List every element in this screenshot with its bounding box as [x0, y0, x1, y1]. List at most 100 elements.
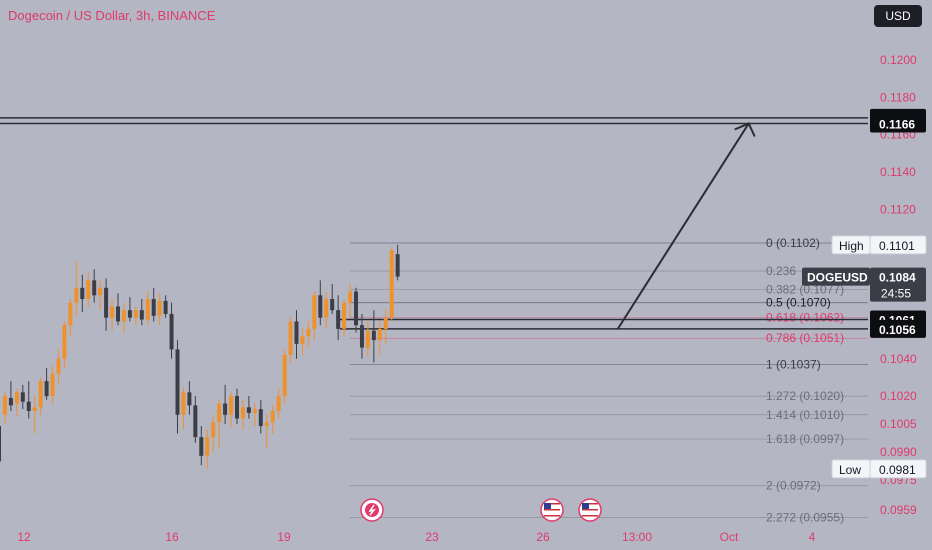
currency-button[interactable]: USD	[874, 5, 922, 27]
candle-body	[246, 407, 251, 413]
candle-body	[139, 310, 144, 320]
flag-stripe	[544, 503, 560, 505]
candle	[104, 278, 109, 331]
symbol-label: DOGEUSD	[807, 271, 868, 285]
time-axis-tick: 16	[165, 530, 179, 544]
price-label: DOGEUSD 0.1084 24:55	[802, 267, 926, 302]
fib-label: 0 (0.1102)	[766, 236, 820, 250]
fib-label: 1.272 (0.1020)	[766, 389, 844, 403]
price-axis-tick: 0.0959	[880, 503, 917, 517]
us-flag-icon[interactable]	[578, 498, 602, 522]
candle	[187, 381, 192, 415]
candle	[121, 302, 126, 333]
candle	[26, 381, 31, 419]
candle-body	[336, 310, 341, 329]
candle-body	[288, 321, 293, 356]
candle	[2, 392, 7, 425]
candle	[86, 272, 91, 307]
price-labels: 0.11690.1166High0.1101DOGEUSD0.108424:55…	[802, 108, 927, 479]
candle-body	[217, 403, 222, 423]
candle-body	[44, 381, 49, 397]
candle-body	[0, 425, 1, 462]
flag-stripe	[544, 512, 560, 514]
candle	[336, 295, 341, 341]
price-axis-tick: 0.1200	[880, 53, 917, 67]
candle	[98, 280, 103, 311]
candle-body	[371, 330, 376, 341]
candle	[264, 414, 269, 449]
candle-body	[282, 355, 287, 397]
candle	[62, 321, 67, 369]
price-label-value: 0.1101	[879, 239, 915, 253]
candle	[127, 297, 132, 322]
time-axis-tick: 13:00	[622, 530, 652, 544]
candle	[395, 244, 400, 281]
time-axis-tick: 4	[809, 530, 816, 544]
candle	[133, 306, 138, 326]
candle-body	[235, 396, 239, 419]
candle-body	[252, 409, 257, 413]
candle	[20, 384, 25, 410]
flag-stripe	[544, 509, 560, 511]
flag-stripe	[544, 506, 560, 508]
countdown-label: 24:55	[881, 287, 911, 301]
candle	[193, 396, 198, 443]
price-label-box	[870, 114, 926, 133]
candle-body	[127, 310, 132, 318]
candle	[14, 388, 19, 417]
candle-body	[389, 250, 394, 318]
candle-body	[26, 401, 31, 412]
candle	[324, 291, 329, 329]
candle-body	[163, 300, 168, 314]
candle-body	[14, 392, 19, 404]
candle	[342, 299, 347, 337]
candle	[312, 291, 317, 341]
fib-label: 2 (0.0972)	[766, 479, 821, 493]
candle-body	[32, 407, 37, 412]
candle-body	[169, 313, 174, 350]
candle	[211, 414, 216, 453]
price-axis-tick: 0.1020	[880, 389, 917, 403]
candle-body	[342, 302, 347, 329]
candle-body	[365, 330, 370, 348]
candle-body	[199, 437, 204, 456]
candle	[282, 349, 287, 404]
candle-body	[270, 411, 275, 423]
candle	[139, 299, 144, 326]
price-label-value: 0.1056	[879, 323, 916, 337]
fib-label: 0.5 (0.1070)	[766, 296, 831, 310]
candle	[0, 425, 1, 462]
price-axis-tick: 0.1120	[880, 202, 916, 216]
candle	[56, 349, 61, 385]
fib-label: 1.414 (0.1010)	[766, 408, 844, 422]
candle-body	[116, 306, 120, 322]
candle-body	[110, 306, 115, 318]
candle-body	[2, 396, 7, 415]
candle	[92, 269, 97, 303]
time-axis-tick: 23	[425, 530, 439, 544]
candle	[181, 386, 186, 430]
candle-body	[193, 405, 198, 438]
candle-body	[264, 422, 269, 426]
candle	[175, 340, 180, 434]
candle	[110, 299, 115, 331]
candle-body	[157, 300, 162, 316]
symbol-label-box	[802, 267, 870, 286]
candle	[306, 321, 311, 348]
price-label-value: 0.1166	[879, 117, 915, 131]
flag-stripe	[582, 512, 598, 514]
price-label-name: High	[839, 239, 864, 253]
candlesticks	[0, 244, 400, 469]
candle-body	[98, 287, 103, 296]
flash-event-icon[interactable]	[360, 498, 384, 522]
horizontal-levels	[0, 117, 868, 330]
candle-body	[187, 392, 192, 406]
candle	[205, 429, 210, 469]
candle	[68, 299, 73, 337]
us-flag-icon[interactable]	[540, 498, 564, 522]
candle	[145, 291, 150, 326]
candle	[359, 313, 364, 359]
arrow-shaft	[616, 122, 750, 330]
fib-label: 0.618 (0.1062)	[766, 311, 844, 325]
